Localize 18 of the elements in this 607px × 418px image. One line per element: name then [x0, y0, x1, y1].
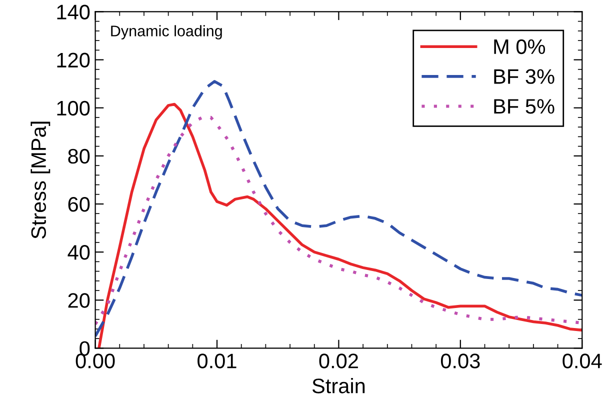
x-tick-label: 0.02	[319, 354, 358, 368]
legend-label: BF 3%	[494, 69, 554, 84]
x-tick-label: 0.00	[76, 354, 115, 368]
y-tick-label: 60	[68, 196, 90, 212]
y-tick-label: 140	[57, 4, 90, 20]
y-tick-label: 20	[68, 293, 90, 308]
legend-label: M 0%	[494, 39, 546, 54]
x-tick-label: 0.04	[562, 354, 602, 368]
y-tick-label: 80	[68, 148, 90, 164]
x-tick-label: 0.01	[198, 354, 236, 368]
x-axis-title: Strain	[312, 378, 365, 394]
x-tick-label: 0.03	[440, 354, 480, 368]
legend-label: BF 5%	[494, 99, 554, 114]
y-axis-title: Stress [MPa]	[30, 122, 50, 239]
y-tick-label: 40	[68, 245, 90, 260]
y-tick-label: 120	[57, 52, 90, 68]
annotation: Dynamic loading	[111, 25, 222, 40]
y-tick-label: 100	[57, 100, 90, 116]
